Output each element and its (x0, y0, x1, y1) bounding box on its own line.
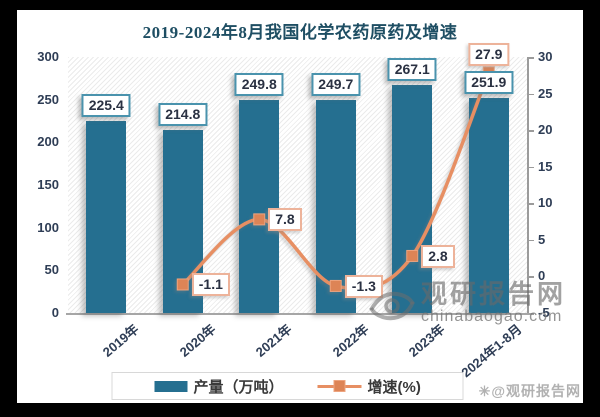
right-axis-tick-label: 15 (538, 158, 553, 174)
plot-area: -1.1 7.8 -1.3 2.8 27.9 225.4 214.8 249.8 249.7 26… (68, 43, 527, 313)
line-marker-2020年 (176, 278, 189, 291)
growth-line-svg (176, 66, 495, 292)
right-axis-tick (527, 166, 534, 169)
left-axis-tick-label: 250 (37, 91, 59, 107)
x-axis-label-2021年: 2021年 (253, 321, 295, 360)
bar-series-swatch (154, 380, 188, 392)
right-axis-tick (527, 93, 534, 96)
bar-data-label-2024年1-8月: 251.9 (464, 71, 514, 95)
chart-card: 2019-2024年8月我国化学农药原药及增速 -1.1 7.8 -1.3 2.8 27… (17, 10, 583, 403)
line-data-label-2021年: 7.8 (268, 208, 302, 232)
line-series-swatch (317, 380, 362, 392)
bar-2024年1-8月 (468, 98, 509, 313)
legend-line-label: 增速(%) (367, 378, 421, 396)
right-axis-tick (527, 57, 534, 59)
right-axis-tick-label: 0 (538, 268, 546, 284)
right-axis-tick (527, 203, 534, 205)
line-data-label-2024年1-8月: 27.9 (468, 43, 510, 67)
x-axis-label-2019年: 2019年 (100, 321, 142, 360)
bar-data-label-2020年: 214.8 (158, 102, 208, 126)
left-axis-tick-label: 200 (37, 134, 59, 150)
bar-data-label-2023年: 267.1 (387, 58, 437, 82)
legend-item-line: 增速(%) (317, 376, 421, 397)
left-axis-tick-label: 150 (37, 177, 59, 192)
right-axis-tick (527, 239, 534, 242)
x-axis-line (66, 313, 531, 315)
right-axis-line (527, 57, 529, 313)
right-axis-tick-label: 10 (538, 195, 553, 211)
line-marker-2021年 (253, 213, 266, 226)
line-marker-icon (333, 380, 346, 392)
right-axis-tick-label: 5 (538, 231, 546, 247)
line-marker-2022年 (329, 279, 342, 292)
line-data-label-2020年: -1.1 (191, 273, 230, 297)
left-axis-tick-label: 50 (44, 262, 59, 278)
watermark-corner: ✳@观研报告网 (479, 381, 581, 401)
chart-title: 2019-2024年8月我国化学农药原药及增速 (142, 23, 458, 42)
right-axis-tick-label: -5 (538, 305, 550, 320)
bar-2019年 (86, 120, 127, 313)
left-axis-tick-label: 0 (51, 305, 59, 320)
bar-data-label-2022年: 249.7 (311, 72, 361, 96)
x-axis-label-2022年: 2022年 (329, 321, 372, 360)
line-marker-2023年 (406, 249, 419, 262)
x-axis-label-2023年: 2023年 (406, 321, 448, 360)
legend-item-bar: 产量（万吨） (154, 376, 284, 397)
right-axis-tick-label: 25 (538, 85, 553, 101)
line-data-label-2023年: 2.8 (421, 244, 455, 268)
right-axis-tick (527, 276, 534, 278)
bar-2023年 (392, 85, 433, 313)
right-axis-tick-label: 30 (538, 49, 553, 64)
bar-2021年 (239, 99, 280, 313)
legend-bar-label: 产量（万吨） (193, 378, 284, 396)
right-axis-tick (527, 130, 534, 132)
x-axis-label-2020年: 2020年 (176, 321, 219, 360)
bar-data-label-2021年: 249.8 (234, 72, 284, 96)
x-axis-label-2024年1-8月: 2024年1-8月 (458, 321, 525, 381)
line-data-label-2022年: -1.3 (344, 274, 383, 298)
asterisk-icon: ✳ (478, 383, 492, 399)
left-axis-tick-label: 100 (37, 219, 59, 235)
left-axis-tick-label: 300 (37, 49, 59, 64)
right-axis-tick-label: 20 (538, 122, 553, 138)
chart-legend: 产量（万吨） 增速(%) (111, 372, 464, 400)
bar-data-label-2019年: 225.4 (81, 93, 131, 117)
watermark-corner-text: @观研报告网 (491, 383, 581, 399)
